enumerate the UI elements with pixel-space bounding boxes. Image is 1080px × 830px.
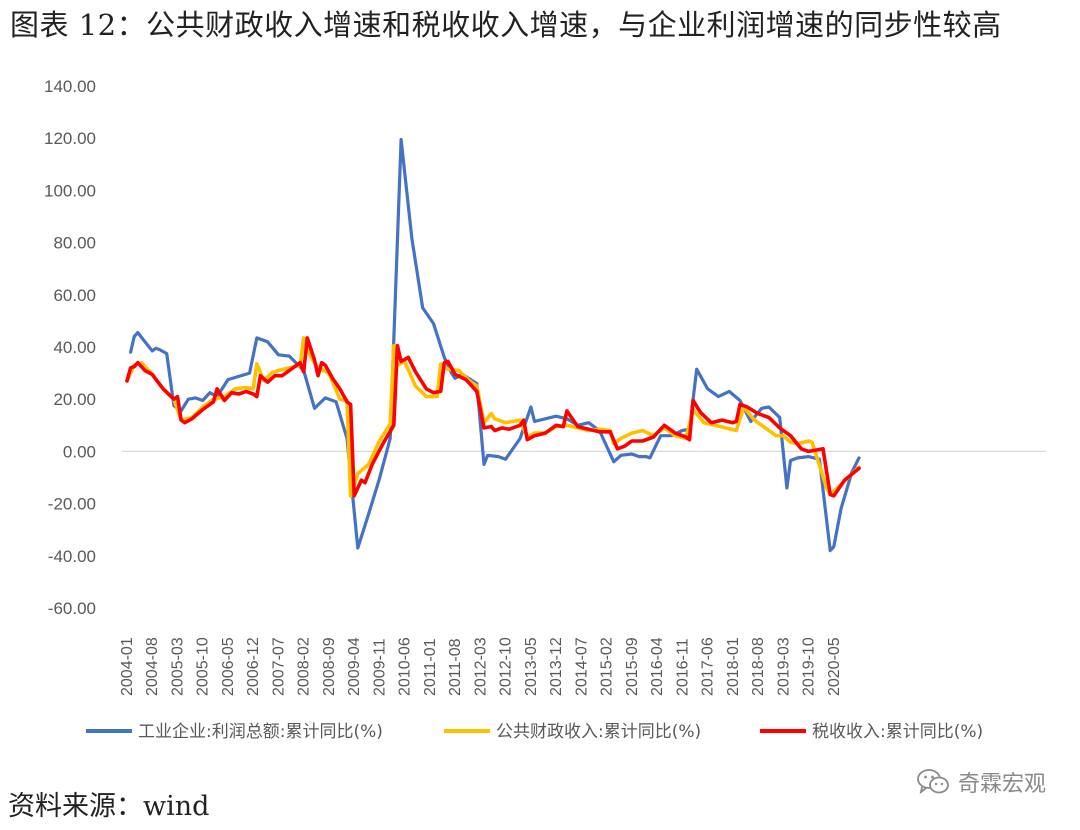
x-tick-label: 2014-07: [573, 637, 590, 696]
x-tick-label: 2010-06: [397, 637, 414, 696]
x-tick-label: 2013-05: [523, 637, 540, 696]
x-tick-label: 2004-08: [144, 637, 161, 696]
x-axis-ticks: 2004-01 2004-08 2005-03 2005-10 2006-05 2006-…: [119, 637, 843, 696]
legend-label-3: 税收收入:累计同比(%): [812, 722, 983, 742]
x-tick-label: 2009-11: [371, 638, 388, 696]
x-tick-label: 2019-03: [775, 637, 792, 696]
y-tick-label: 60.00: [53, 286, 96, 305]
x-tick-label: 2012-10: [498, 637, 515, 696]
legend: 工业企业:利润总额:累计同比(%) 公共财政收入:累计同比(%) 税收收入:累计同比…: [86, 722, 983, 742]
x-tick-label: 2013-12: [548, 637, 565, 696]
y-axis-ticks: 140.00 120.00 100.00 80.00 60.00 40.00 20.00 0.…: [44, 77, 96, 618]
x-tick-label: 2006-05: [220, 637, 237, 696]
x-tick-label: 2011-01: [422, 638, 439, 696]
y-tick-label: 80.00: [53, 234, 96, 253]
x-tick-label: 2020-05: [826, 637, 843, 696]
legend-label-1: 工业企业:利润总额:累计同比(%): [138, 722, 383, 742]
series-line-1: [129, 137, 861, 553]
x-tick-label: 2018-08: [750, 637, 767, 696]
series-line-3: [125, 336, 861, 498]
page-title: 图表 12：公共财政收入增速和税收收入增速，与企业利润增速的同步性较高: [10, 8, 1002, 42]
x-tick-label: 2005-10: [195, 637, 212, 696]
x-tick-label: 2011-08: [447, 638, 464, 696]
y-tick-label: -20.00: [48, 495, 96, 514]
x-tick-label: 2016-11: [674, 638, 691, 696]
x-tick-label: 2007-07: [270, 637, 287, 696]
x-tick-label: 2015-09: [624, 637, 641, 696]
wechat-icon: [917, 769, 949, 795]
watermark-text: 奇霖宏观: [957, 772, 1046, 797]
y-tick-label: 120.00: [44, 129, 96, 148]
y-tick-label: 140.00: [44, 77, 96, 96]
y-tick-label: 0.00: [63, 442, 96, 461]
x-tick-label: 2015-02: [599, 637, 616, 696]
line-chart: 140.00 120.00 100.00 80.00 60.00 40.00 20.00 0.…: [44, 77, 1046, 742]
watermark: 奇霖宏观: [916, 765, 1046, 799]
x-tick-label: 2006-12: [245, 637, 262, 696]
series-lines: [125, 137, 861, 553]
x-tick-label: 2005-03: [169, 637, 186, 696]
legend-label-2: 公共财政收入:累计同比(%): [496, 722, 701, 742]
x-tick-label: 2016-04: [649, 637, 666, 696]
source-note: 资料来源：wind: [8, 791, 210, 822]
y-tick-label: 100.00: [44, 181, 96, 200]
x-tick-label: 2012-03: [472, 637, 489, 696]
x-tick-label: 2009-04: [346, 637, 363, 696]
y-tick-label: 40.00: [53, 338, 96, 357]
x-tick-label: 2008-09: [321, 637, 338, 696]
y-tick-label: 20.00: [53, 390, 96, 409]
x-tick-label: 2018-01: [725, 637, 742, 696]
x-tick-label: 2019-10: [801, 637, 818, 696]
x-tick-label: 2017-06: [700, 637, 717, 696]
x-tick-label: 2008-02: [296, 637, 313, 696]
x-tick-label: 2004-01: [119, 637, 136, 696]
y-tick-label: -60.00: [48, 599, 96, 618]
y-tick-label: -40.00: [48, 547, 96, 566]
